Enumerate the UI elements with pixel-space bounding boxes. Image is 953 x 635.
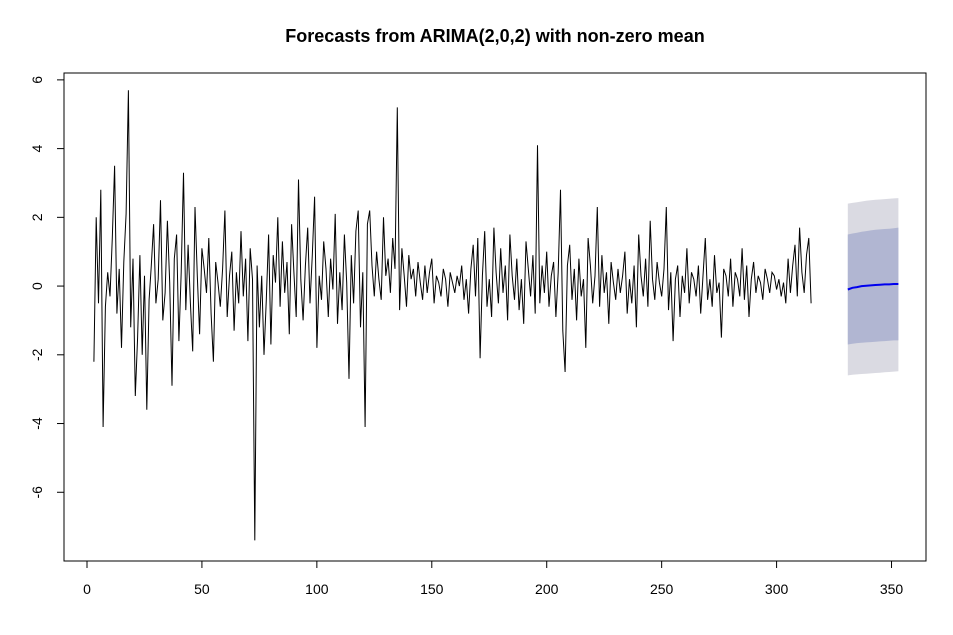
y-tick-label: -6 [29, 486, 45, 499]
y-tick-label: -2 [29, 348, 45, 361]
y-tick-label: 2 [29, 213, 45, 221]
forecast-mean-line [847, 283, 899, 291]
x-tick-label: 200 [535, 581, 559, 597]
x-tick-label: 0 [83, 581, 91, 597]
x-tick-label: 150 [420, 581, 444, 597]
x-tick-label: 100 [305, 581, 329, 597]
y-tick-label: 4 [29, 145, 45, 153]
x-axis: 0 50 100 150 200 250 300 350 [83, 560, 904, 597]
y-axis: -6 -4 -2 0 2 4 6 [29, 76, 65, 499]
x-tick-label: 50 [194, 581, 210, 597]
x-tick-label: 350 [880, 581, 904, 597]
y-tick-label: -4 [29, 417, 45, 430]
series-group [93, 90, 899, 541]
history-series-line [93, 90, 812, 541]
x-tick-label: 300 [765, 581, 789, 597]
y-tick-label: 6 [29, 76, 45, 84]
y-tick-label: 0 [29, 282, 45, 290]
chart-title: Forecasts from ARIMA(2,0,2) with non-zer… [285, 26, 704, 46]
x-tick-label: 250 [650, 581, 674, 597]
